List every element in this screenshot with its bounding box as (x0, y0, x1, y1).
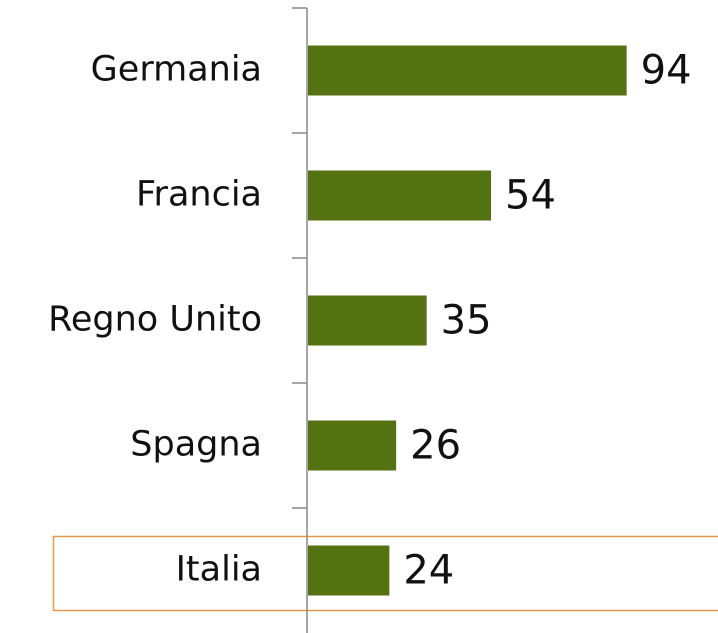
value-label: 24 (403, 548, 454, 594)
bar (308, 45, 627, 96)
category-label: Spagna (130, 425, 262, 465)
category-label: Francia (136, 175, 262, 215)
value-label: 26 (410, 423, 461, 469)
value-label: 35 (441, 298, 492, 344)
category-label: Italia (176, 550, 262, 590)
bar (308, 295, 427, 346)
category-label: Germania (91, 50, 262, 90)
bar (308, 420, 397, 471)
value-label: 54 (505, 173, 556, 219)
bar (308, 545, 390, 596)
highlight-box (52, 535, 718, 612)
category-label: Regno Unito (48, 300, 262, 340)
bar (308, 170, 492, 221)
value-label: 94 (641, 48, 692, 94)
